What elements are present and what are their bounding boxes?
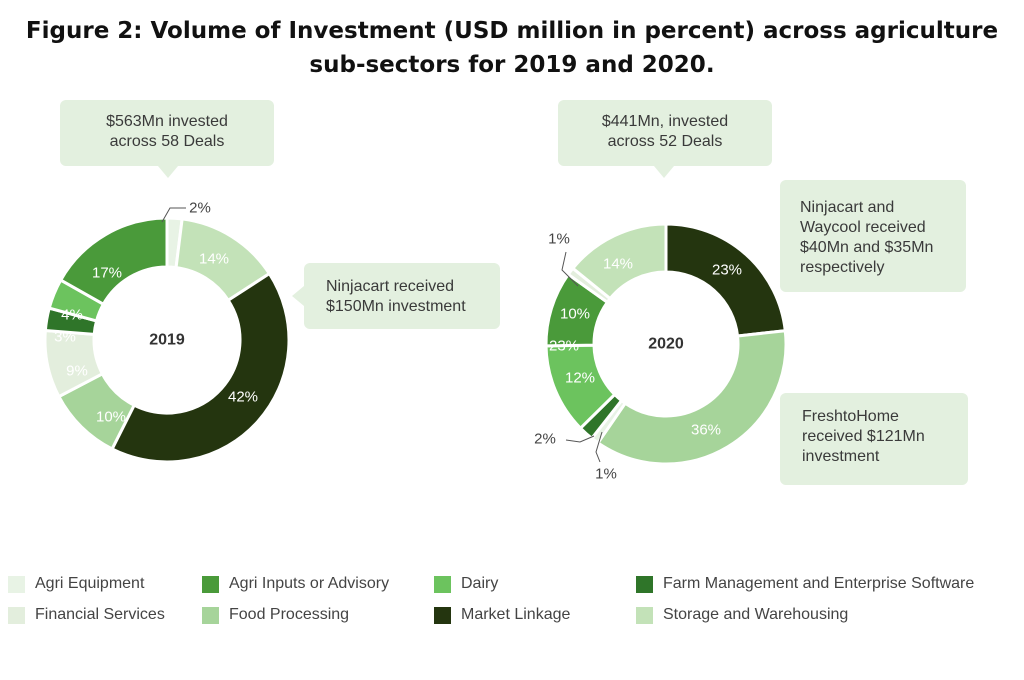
slice-2020-market-linkage [664,222,787,338]
donut-2020: 23% 36% 1% 2% 12% 10% 1% 14% 2020 23% [534,222,788,483]
leader-line-2020-farm-management-and-enterprise-software [565,435,595,443]
slice-2020-storage-and-warehousing [570,222,668,301]
data-label-2020-overlap: 23% [549,338,579,355]
callout-2020-ninjacart-waycool: Ninjacart and Waycool received $40Mn and… [780,180,966,292]
data-label-2019-financial-services: 9% [66,363,88,380]
callout-2020-freshtohome-line-2: received $121Mn [802,428,925,445]
data-label-2019-farm-management-and-enterprise-software: 3% [54,329,76,346]
slice-2019-market-linkage [110,271,291,464]
callout-2020-total-tail [654,166,674,178]
data-label-2020-farm-management-and-enterprise-software: 2% [534,431,556,448]
chart-title: Figure 2: Volume of Investment (USD mill… [0,14,1024,82]
data-label-2019-storage-and-warehousing: 14% [199,251,229,268]
callout-2019-total: $563Mn invested across 58 Deals [60,100,274,178]
callout-2020-ninjacart-waycool-line-1: Ninjacart and [800,199,895,216]
leader-lines [161,207,603,463]
leader-line-2020-agri-equipment [595,431,603,463]
data-label-2020-food-processing: 36% [691,422,721,439]
callout-2020-ninjacart-waycool-line-3: $40Mn and $35Mn [800,239,934,256]
data-label-2020-agri-inputs-or-advisory: 10% [560,306,590,323]
data-label-2019-dairy: 4% [61,307,83,324]
callout-2019-total-line-1: $563Mn invested [106,113,228,130]
callout-2020-total-line-1: $441Mn, invested [601,113,729,130]
data-label-2020-storage-and-warehousing: 14% [603,256,633,273]
data-label-2019-market-linkage: 42% [228,389,258,406]
callout-2019-ninjacart-tail [292,286,304,306]
data-label-2020-agri-equipment: 1% [595,466,617,483]
data-label-2019-agri-inputs-or-advisory: 17% [92,265,122,282]
leader-line-2019-agri-equipment [161,207,186,223]
center-label-2019: 2019 [149,332,185,349]
callout-2020-total: $441Mn, invested across 52 Deals [558,100,772,178]
chart-title-line-1: Figure 2: Volume of Investment (USD mill… [25,18,999,44]
callout-2020-freshtohome-line-1: FreshtoHome [802,408,899,425]
data-label-2019-agri-equipment: 2% [189,200,211,217]
data-label-2020-dairy: 12% [565,370,595,387]
data-label-2020-market-linkage: 23% [712,262,742,279]
data-label-2019-food-processing: 10% [96,409,126,426]
leader-line-2020-financial-services [561,251,579,287]
callout-2020-ninjacart-waycool-line-2: Waycool received [800,219,926,236]
slice-2019-agri-inputs-or-advisory [58,216,169,307]
donut-2019: 2% 14% 42% 10% 9% 3% 4% 17% 2019 [43,200,291,464]
callout-2019-ninjacart-line-2: $150Mn investment [326,298,466,315]
callout-2019-ninjacart: Ninjacart received $150Mn investment [292,263,500,329]
callout-2019-total-tail [158,166,178,178]
chart-title-line-2: sub-sectors for 2019 and 2020. [309,52,715,78]
callout-2019-total-line-2: across 58 Deals [109,133,225,150]
callout-2020-ninjacart-waycool-line-4: respectively [800,259,885,276]
callout-2019-ninjacart-line-1: Ninjacart received [326,278,455,295]
callout-2020-freshtohome: FreshtoHome received $121Mn investment [780,393,968,485]
slice-2020-food-processing [595,329,788,466]
data-label-2020-financial-services: 1% [548,231,570,248]
callout-2020-total-line-2: across 52 Deals [607,133,723,150]
callout-2020-freshtohome-line-3: investment [802,448,880,465]
center-label-2020: 2020 [648,336,684,353]
